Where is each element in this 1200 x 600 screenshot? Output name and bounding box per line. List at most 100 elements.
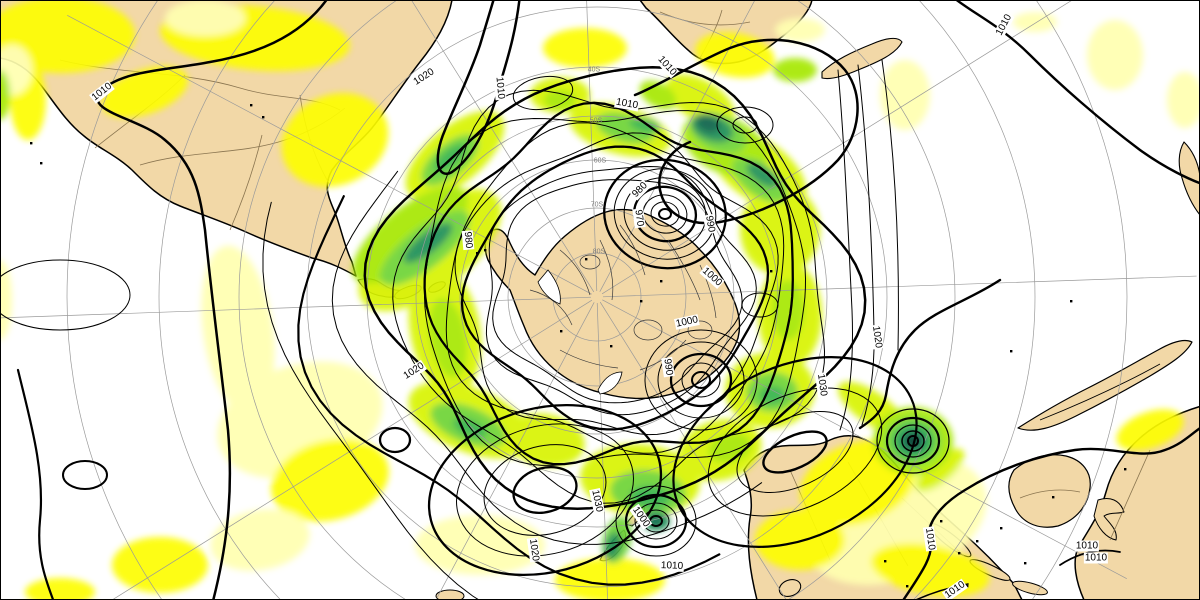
precip-blob xyxy=(759,386,785,404)
graticule-meridian xyxy=(601,0,1073,295)
graticule-parallel xyxy=(415,115,779,479)
precip-blob xyxy=(775,18,825,42)
island-speck xyxy=(484,249,487,252)
isobar-ridge-right-1 xyxy=(837,69,853,431)
graticule-meridian xyxy=(586,0,598,292)
island-specks-layer xyxy=(30,104,1127,588)
precip-blob xyxy=(403,222,453,264)
island-speck xyxy=(30,142,33,145)
isobar-ring xyxy=(492,179,743,404)
isobar-closed-cell xyxy=(885,416,941,466)
island-speck xyxy=(1024,562,1027,565)
island-speck xyxy=(610,345,613,348)
isobar-closed-cell xyxy=(669,352,733,408)
precip-blob xyxy=(1013,12,1057,32)
isobar-left-pacific xyxy=(16,368,55,600)
isobar-closed-cell xyxy=(894,424,932,458)
island-speck xyxy=(560,330,563,333)
isobar-closed-cell xyxy=(624,493,688,549)
island-speck xyxy=(884,560,887,563)
island-speck xyxy=(966,585,969,588)
graticule-meridian xyxy=(111,299,593,600)
isobar-closed-cell xyxy=(483,444,607,536)
isobar-ring xyxy=(423,110,807,466)
isobar-1005-around-cyclone xyxy=(858,278,1002,430)
precip-blob xyxy=(0,0,135,73)
island-speck xyxy=(250,104,253,107)
precip-blob xyxy=(201,245,275,415)
precip-blob xyxy=(271,438,389,522)
isobar-closed-cell xyxy=(736,411,854,493)
precip-blob xyxy=(740,185,820,275)
antarctic-interior-contours xyxy=(529,224,717,395)
isobar-rings-layer xyxy=(0,66,950,600)
precip-blob xyxy=(428,298,468,378)
isobar-closed-cell xyxy=(603,158,727,270)
precip-blob xyxy=(165,0,245,36)
precip-blob xyxy=(880,60,930,130)
landmass-sulawesi xyxy=(1093,498,1125,541)
isobar-arc xyxy=(262,201,480,600)
graticule-parallel xyxy=(158,0,1036,600)
graticule-parallel xyxy=(306,6,888,588)
precip-blob xyxy=(25,578,95,600)
graticule-parallel xyxy=(507,207,687,387)
precip-blob xyxy=(773,58,817,82)
isobar-closed-cell xyxy=(427,403,663,577)
isobar-closed-cell xyxy=(0,259,131,331)
precip-blob xyxy=(755,510,845,570)
graticule-meridian xyxy=(411,0,595,293)
precip-blob xyxy=(746,162,778,188)
graticule-meridian xyxy=(599,0,756,292)
isobar-closed-cell xyxy=(456,423,634,557)
island xyxy=(435,589,465,600)
precip-blob xyxy=(695,32,775,78)
graticule-meridian xyxy=(602,275,1197,298)
precip-blob xyxy=(555,558,665,600)
isobar-closed-cell xyxy=(62,460,108,490)
precip-blob xyxy=(665,74,735,126)
island-speck xyxy=(976,540,979,543)
precip-blob xyxy=(0,260,12,340)
island-speck xyxy=(660,280,663,283)
island-speck xyxy=(640,300,643,303)
graticule-meridian xyxy=(0,296,592,319)
precip-blob xyxy=(281,93,389,187)
isobar-closed-cell xyxy=(615,485,697,557)
isobar-closed-cell xyxy=(681,362,721,398)
precip-blob xyxy=(1167,72,1200,128)
island xyxy=(1012,580,1048,596)
graticule-meridian xyxy=(67,15,592,295)
island-speck xyxy=(940,520,943,523)
precip-blob xyxy=(1087,20,1143,90)
isobar-1010-south-america xyxy=(96,0,328,600)
island-speck xyxy=(1010,350,1013,353)
graticule-meridian xyxy=(602,299,1127,579)
graticule-meridian xyxy=(599,301,787,600)
graticule-parallel xyxy=(366,66,828,528)
isobar-closed-cell xyxy=(512,75,574,111)
isobar-1010-indonesia xyxy=(1059,549,1121,566)
island-speck xyxy=(262,116,265,119)
landmass-tasmania xyxy=(778,579,802,597)
graticule-parallel xyxy=(459,159,735,435)
precip-blob xyxy=(696,115,720,133)
island-speck xyxy=(476,252,479,255)
isobar-ring xyxy=(392,89,826,504)
isobar-ring xyxy=(363,66,867,510)
isobar-closed-cell xyxy=(378,426,412,454)
graticule-parallel xyxy=(238,0,956,600)
isobar-ridge-right-3 xyxy=(881,59,899,351)
isobar-closed-cell xyxy=(901,430,925,452)
island-speck xyxy=(1000,527,1003,530)
isobar-closed-cell xyxy=(672,356,918,548)
isobar-closed-cell xyxy=(732,116,758,134)
precip-blob xyxy=(0,70,10,120)
isobar-closed-cell xyxy=(741,292,779,318)
precip-blob xyxy=(772,280,804,340)
isobar-closed-cell xyxy=(644,329,758,431)
precip-blob xyxy=(1116,409,1184,451)
precip-blob xyxy=(915,448,965,492)
